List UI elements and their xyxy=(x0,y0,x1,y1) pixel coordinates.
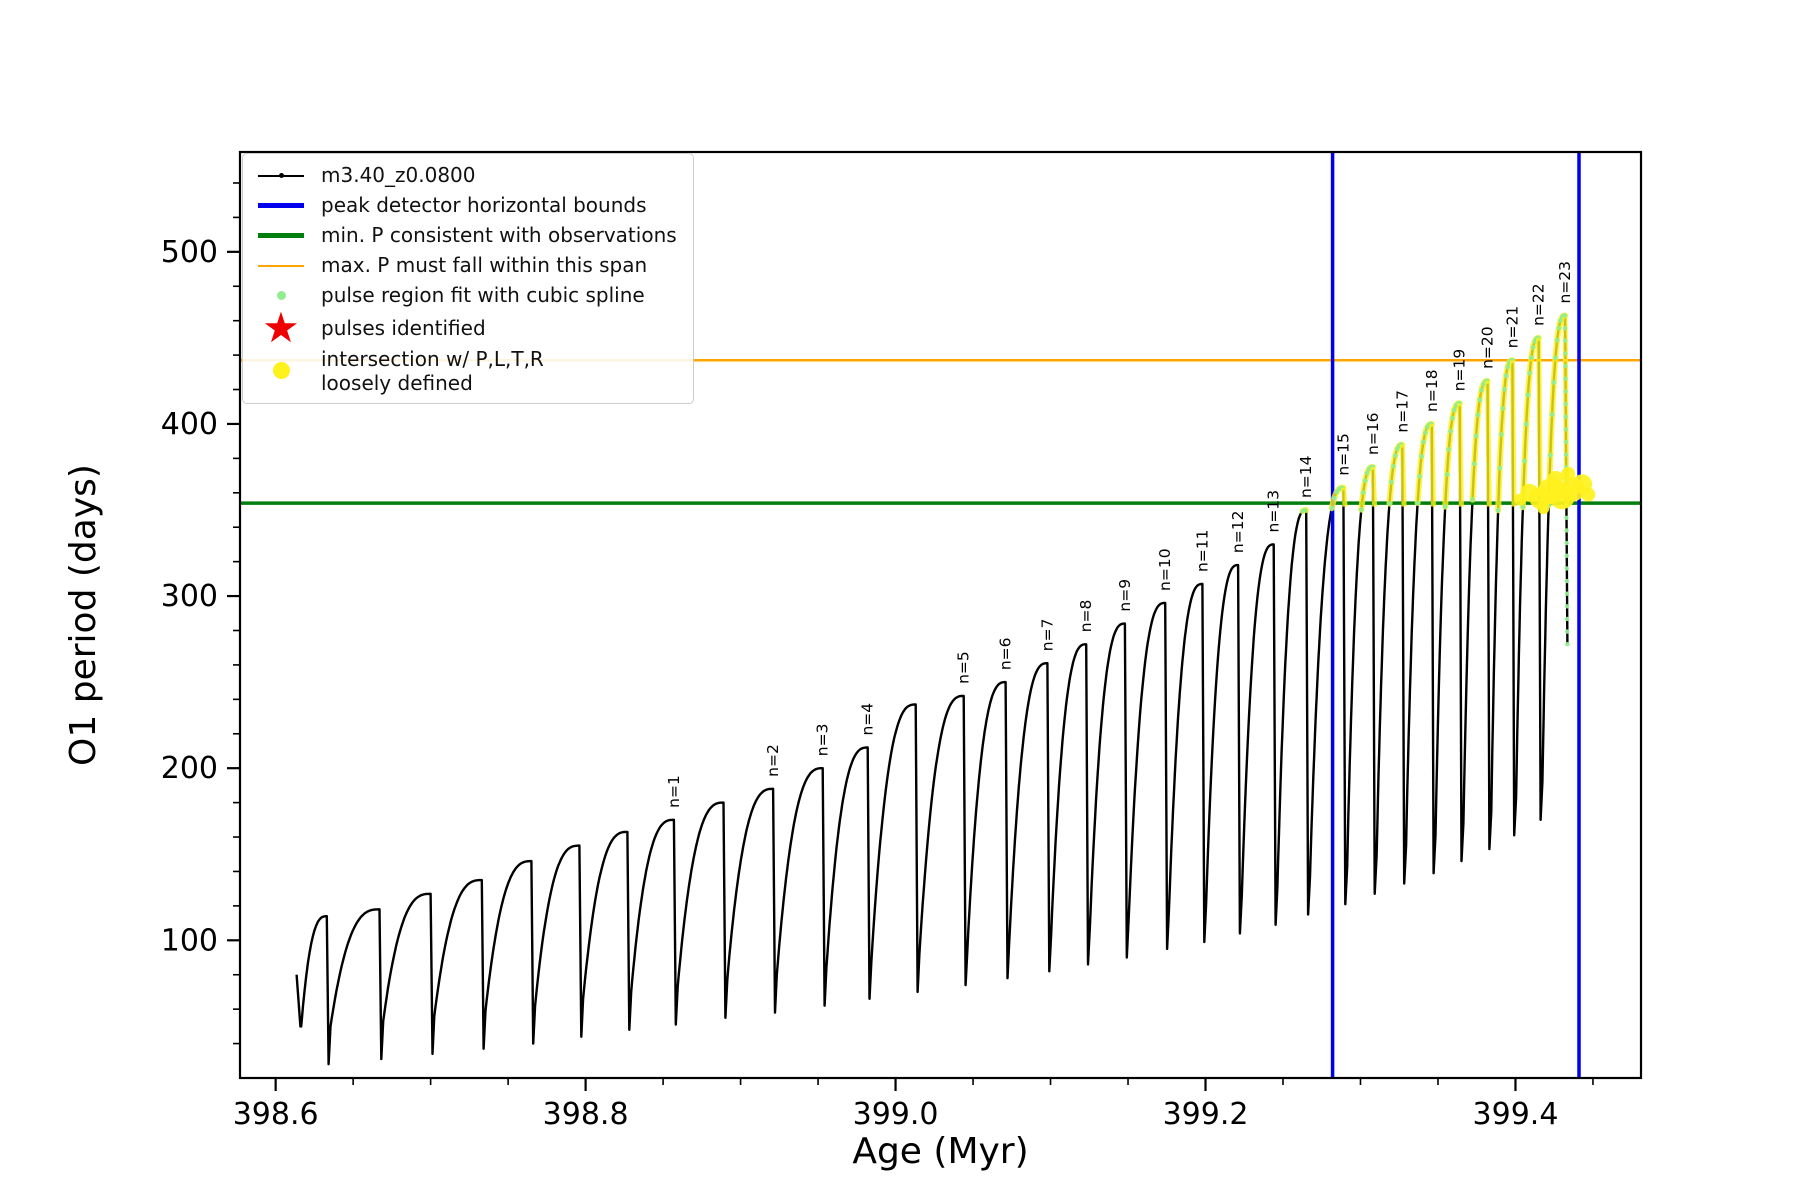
pulse-label: n=3 xyxy=(814,723,832,756)
y-tick-label: 400 xyxy=(161,407,218,442)
pulse-label: n=7 xyxy=(1038,619,1056,652)
blue-line-icon xyxy=(255,203,307,208)
legend-label: max. P must fall within this span xyxy=(321,253,648,278)
pulse-label: n=17 xyxy=(1393,390,1411,433)
legend-label: pulses identified xyxy=(321,315,486,340)
y-tick-label: 500 xyxy=(161,235,218,270)
pulse-label: n=5 xyxy=(955,651,973,684)
series-line-icon xyxy=(255,173,307,178)
legend: m3.40_z0.0800 peak detector horizontal b… xyxy=(242,153,694,405)
red-star-icon: ★ xyxy=(262,303,300,352)
pulse-label: n=21 xyxy=(1503,306,1521,349)
x-tick-label: 399.2 xyxy=(1163,1097,1249,1132)
y-tick-label: 100 xyxy=(161,923,218,958)
yellow-dot-icon xyxy=(255,362,307,380)
pulse-label: n=6 xyxy=(997,637,1015,670)
legend-label: min. P consistent with observations xyxy=(321,223,677,248)
pulse-label: n=4 xyxy=(859,703,877,736)
pulse-label: n=11 xyxy=(1193,529,1211,572)
pulse-label: n=16 xyxy=(1364,412,1382,455)
overlays xyxy=(1299,312,1596,647)
legend-label: m3.40_z0.0800 xyxy=(321,163,476,188)
pulse-label: n=1 xyxy=(665,775,683,808)
pulse-label: n=19 xyxy=(1451,349,1469,392)
lightgreen-dot-icon xyxy=(255,291,307,300)
legend-item-series: m3.40_z0.0800 xyxy=(255,162,677,189)
pulse-label: n=2 xyxy=(764,744,782,777)
y-tick-label: 200 xyxy=(161,751,218,786)
x-tick-label: 398.6 xyxy=(233,1097,319,1132)
intersection-blob xyxy=(1581,487,1596,502)
legend-label: intersection w/ P,L,T,R loosely defined xyxy=(321,346,544,395)
pulse-label: n=14 xyxy=(1297,455,1315,498)
pulse-label: n=20 xyxy=(1479,326,1497,369)
pulse-label: n=23 xyxy=(1556,261,1574,304)
axes: 398.6 398.8 399.0 399.2 399.4 100 200 300 400 500… xyxy=(63,150,1643,1172)
pulse-label: n=15 xyxy=(1334,433,1352,476)
pulse-label: n=13 xyxy=(1265,490,1283,533)
pulse-label: n=9 xyxy=(1116,579,1134,612)
green-line-icon xyxy=(255,233,307,238)
intersection-blob xyxy=(1537,502,1550,515)
pulse-label: n=22 xyxy=(1530,283,1548,326)
x-tick-label: 398.8 xyxy=(543,1097,629,1132)
pulse-label: n=18 xyxy=(1423,369,1441,412)
y-axis-label: O1 period (days) xyxy=(63,464,104,766)
x-axis-label: Age (Myr) xyxy=(852,1131,1028,1172)
legend-item-max-p: max. P must fall within this span xyxy=(255,252,677,279)
y-tick-label: 300 xyxy=(161,579,218,614)
legend-item-pulses: ★ pulses identified xyxy=(255,303,677,352)
x-tick-label: 399.0 xyxy=(853,1097,939,1132)
intersection-blob xyxy=(1561,466,1576,481)
pulse-label: n=8 xyxy=(1077,600,1095,633)
intersection-blob xyxy=(1547,471,1564,488)
orange-line-icon xyxy=(255,264,307,267)
pulse-label: n=10 xyxy=(1156,548,1174,591)
legend-label: pulse region fit with cubic spline xyxy=(321,283,645,308)
pulse-label: n=12 xyxy=(1229,511,1247,554)
legend-item-spline: pulse region fit with cubic spline xyxy=(255,282,677,309)
legend-label: peak detector horizontal bounds xyxy=(321,193,647,218)
x-tick-label: 399.4 xyxy=(1473,1097,1559,1132)
legend-item-intersection: intersection w/ P,L,T,R loosely defined xyxy=(255,347,677,396)
legend-item-bounds: peak detector horizontal bounds xyxy=(255,192,677,219)
legend-item-min-p: min. P consistent with observations xyxy=(255,222,677,249)
